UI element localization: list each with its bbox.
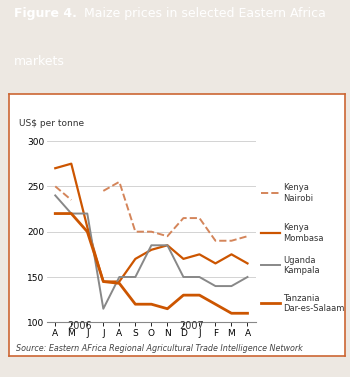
Text: Kenya
Mombasa: Kenya Mombasa <box>283 223 323 242</box>
Text: Tanzania
Dar-es-Salaam: Tanzania Dar-es-Salaam <box>283 294 344 313</box>
Text: 2007: 2007 <box>179 321 204 331</box>
Text: US$ per tonne: US$ per tonne <box>19 119 84 128</box>
Text: Maize prices in selected Eastern Africa: Maize prices in selected Eastern Africa <box>80 8 326 20</box>
Text: Source: Eastern AFrica Regional Agricultural Trade Intelligence Network: Source: Eastern AFrica Regional Agricult… <box>16 344 302 353</box>
Text: 2006: 2006 <box>67 321 92 331</box>
Text: markets: markets <box>14 55 65 68</box>
Text: Kenya
Nairobi: Kenya Nairobi <box>283 183 313 202</box>
Text: Uganda
Kampala: Uganda Kampala <box>283 256 320 275</box>
Text: Figure 4.: Figure 4. <box>14 8 77 20</box>
